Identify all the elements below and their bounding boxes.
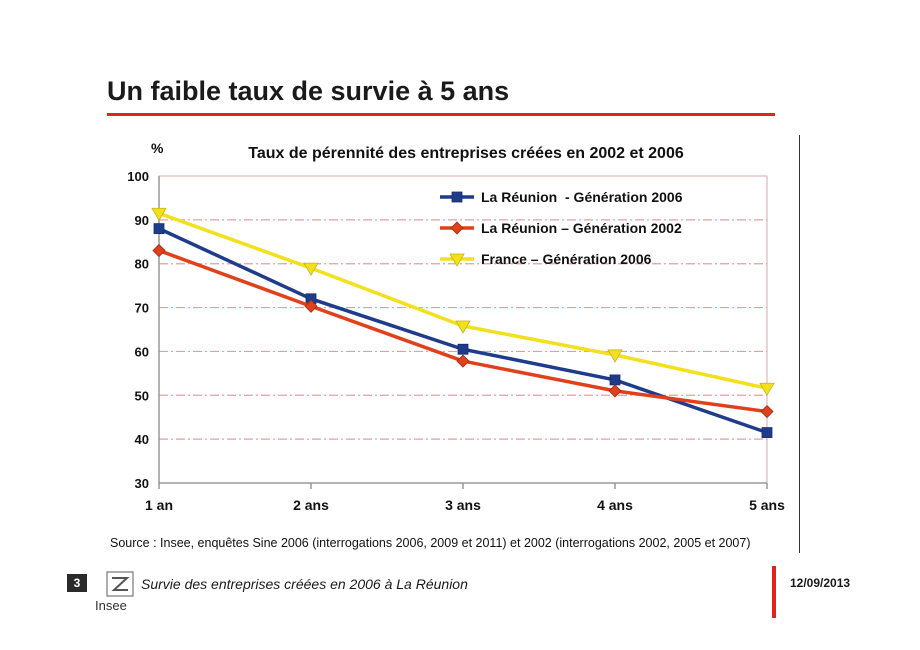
y-axis-unit: % [151,140,164,156]
legend-label-1: La Réunion - Génération 2006 [481,189,683,205]
data-point-s3 [455,320,471,334]
insee-logo-icon [106,571,134,597]
legend-marker-1 [451,191,463,203]
data-point-s1 [609,374,621,386]
legend-marker-3 [449,253,465,267]
x-tick-label: 2 ans [293,497,329,513]
x-tick-label: 4 ans [597,497,633,513]
legend-label-3: France – Génération 2006 [481,251,652,267]
footer-accent-bar [772,566,776,618]
chart-title: Taux de pérennité des entreprises créées… [248,145,684,162]
x-tick-label: 5 ans [749,497,785,513]
data-point-s1 [761,427,773,438]
data-point-s3 [759,382,775,397]
source-note: Source : Insee, enquêtes Sine 2006 (inte… [110,536,751,550]
data-point-s2 [608,384,622,398]
y-tick-label: 90 [135,213,149,228]
footer-date: 12/09/2013 [790,576,851,590]
logo-text: Insee [95,598,127,613]
legend-marker-2 [450,221,464,235]
data-point-s2 [152,243,166,258]
title-rule [107,113,775,116]
right-divider [799,135,800,553]
data-point-s2 [304,299,318,313]
y-tick-label: 50 [135,388,149,403]
y-tick-label: 80 [135,257,149,272]
data-point-s2 [760,404,774,419]
y-tick-label: 70 [135,301,149,316]
x-tick-label: 1 an [145,497,173,513]
data-point-s3 [303,262,319,276]
data-point-s3 [607,349,623,363]
y-tick-label: 60 [135,344,149,359]
data-point-s1 [457,343,469,355]
footer-subtitle: Survie des entreprises créées en 2006 à … [141,576,468,592]
page-number: 3 [67,574,87,592]
data-point-s1 [153,223,165,235]
slide-title: Un faible taux de survie à 5 ans [107,76,510,106]
y-tick-label: 40 [135,432,149,447]
y-tick-label: 100 [127,169,149,184]
legend-label-2: La Réunion – Génération 2002 [481,220,682,236]
data-point-s2 [456,354,470,368]
x-tick-label: 3 ans [445,497,481,513]
y-tick-label: 30 [135,476,149,491]
data-point-s3 [151,207,167,222]
